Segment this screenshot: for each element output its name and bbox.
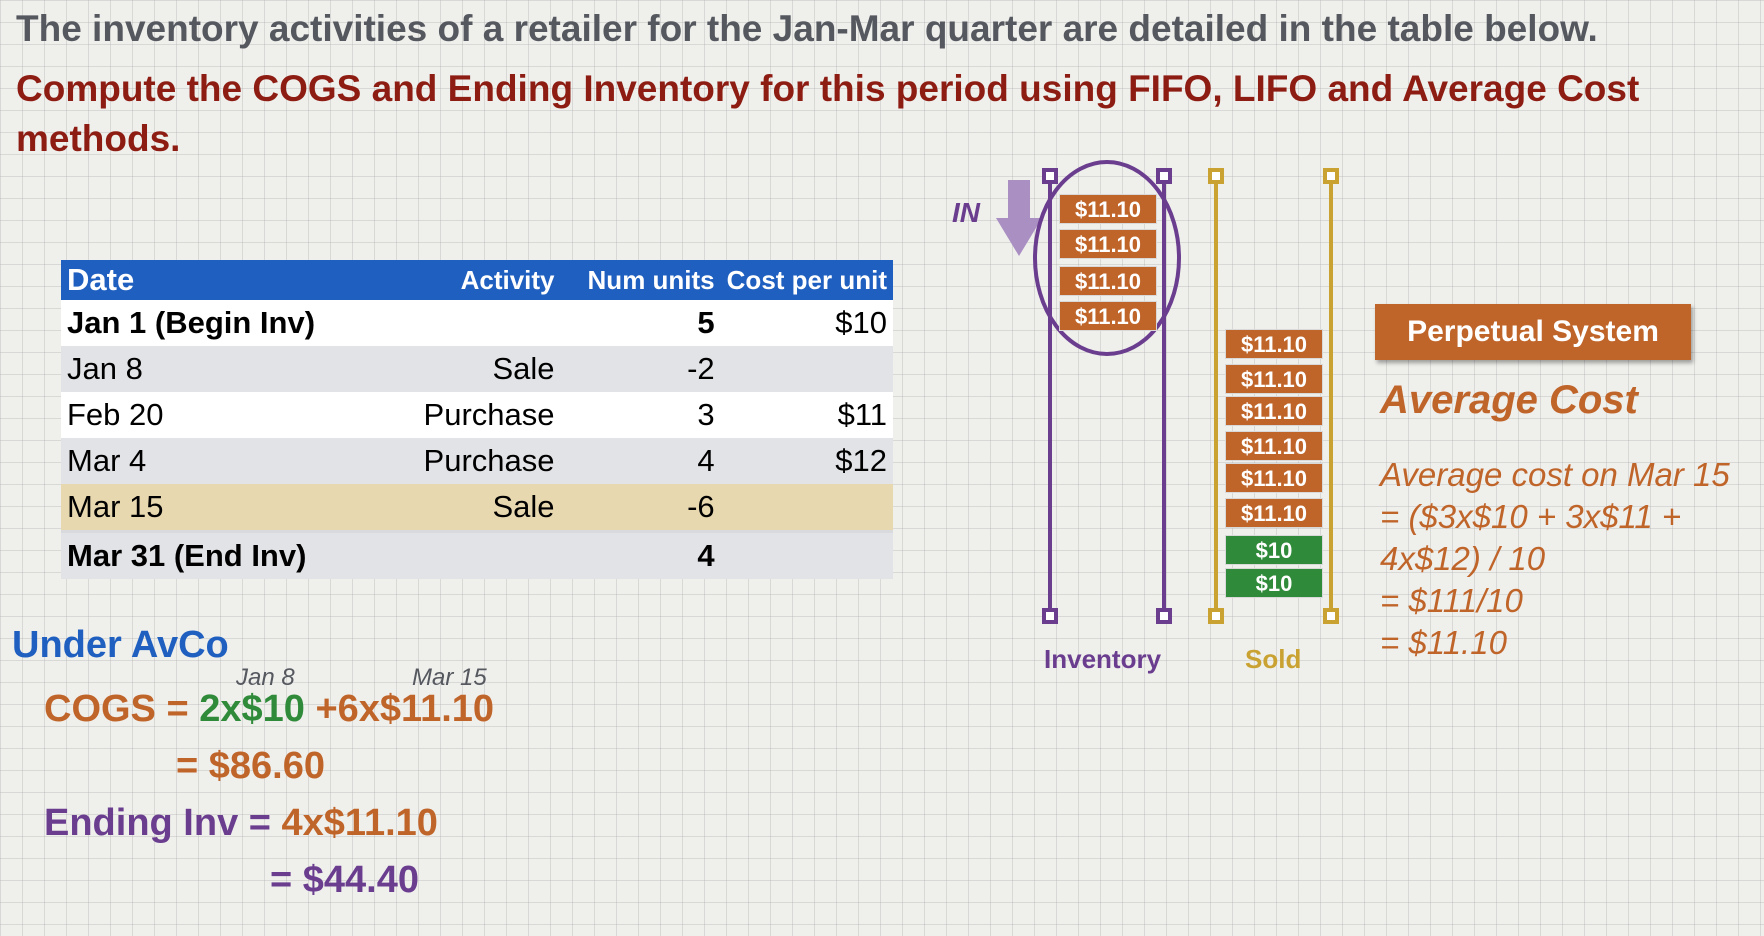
ending-inv-label: Ending Inv =	[44, 802, 271, 844]
cell-date: Jan 1 (Begin Inv)	[61, 300, 348, 346]
cell-cost	[720, 346, 893, 392]
cell-activity: Sale	[347, 346, 561, 392]
sold-container	[1208, 168, 1339, 624]
headline: The inventory activities of a retailer f…	[16, 8, 1598, 49]
sold-block: $11.10	[1225, 396, 1323, 426]
table-row: Mar 4 Purchase 4 $12	[61, 438, 893, 484]
cell-units: -6	[560, 484, 721, 532]
cell-activity: Purchase	[347, 392, 561, 438]
cogs-label: COGS =	[44, 688, 189, 730]
cell-units: 4	[560, 530, 721, 579]
cogs-term-mar15: 6x$11.10	[337, 688, 495, 730]
cell-cost	[720, 484, 893, 532]
cell-activity	[347, 300, 561, 346]
cogs-formula: COGS = 2x$10 +6x$11.10	[44, 688, 494, 731]
calc-line: 4x$12) / 10	[1380, 540, 1546, 577]
inventory-label: Inventory	[1044, 644, 1162, 674]
cell-cost: $11	[720, 392, 893, 438]
calc-line: = ($3x$10 + 3x$11 +	[1380, 498, 1682, 535]
jan8-note: Jan 8	[236, 664, 295, 691]
mar15-note: Mar 15	[412, 664, 487, 691]
ending-inv-formula: Ending Inv = 4x$11.10	[44, 802, 438, 845]
header-date: Date	[61, 260, 348, 300]
in-label: IN	[952, 197, 980, 228]
cell-units: -2	[560, 346, 721, 392]
header-num-units: Num units	[560, 260, 721, 300]
method-title: Average Cost	[1380, 378, 1638, 422]
perpetual-system-badge: Perpetual System	[1375, 304, 1691, 360]
avco-title: Under AvCo	[12, 624, 229, 666]
cell-date: Mar 15	[61, 484, 348, 532]
sold-block: $11.10	[1225, 498, 1323, 528]
table-row: Feb 20 Purchase 3 $11	[61, 392, 893, 438]
cogs-term-jan8: 2x$10	[199, 688, 305, 730]
in-arrow-icon	[996, 180, 1042, 256]
cell-activity	[347, 530, 561, 579]
header-activity: Activity	[347, 260, 561, 300]
table-row: Mar 31 (End Inv) 4	[61, 530, 893, 579]
sold-block: $11.10	[1225, 364, 1323, 394]
cogs-result: = $86.60	[176, 745, 325, 787]
cell-date: Mar 4	[61, 438, 348, 484]
table-row: Jan 8 Sale -2	[61, 346, 893, 392]
cell-date: Jan 8	[61, 346, 348, 392]
sold-block: $11.10	[1225, 431, 1323, 461]
ending-inv-result: = $44.40	[270, 859, 419, 901]
table-header-row: Date Activity Num units Cost per unit	[61, 260, 893, 300]
cell-activity: Sale	[347, 484, 561, 532]
sold-label: Sold	[1245, 644, 1302, 674]
cell-activity: Purchase	[347, 438, 561, 484]
sold-block: $11.10	[1225, 329, 1323, 359]
cell-cost: $10	[720, 300, 893, 346]
inventory-block: $11.10	[1059, 301, 1157, 331]
cogs-plus: +	[315, 688, 338, 730]
inventory-container	[1042, 168, 1172, 624]
task-instruction: Compute the COGS and Ending Inventory fo…	[16, 68, 1640, 159]
sold-block: $10	[1225, 568, 1323, 598]
cell-date: Mar 31 (End Inv)	[61, 530, 348, 579]
cell-cost	[720, 530, 893, 579]
sold-block: $11.10	[1225, 463, 1323, 493]
inventory-block: $11.10	[1059, 194, 1157, 224]
ending-inv-term: 4x$11.10	[281, 802, 438, 844]
average-cost-calculation: Average cost on Mar 15 = ($3x$10 + 3x$11…	[1380, 454, 1730, 664]
cell-units: 5	[560, 300, 721, 346]
calc-line: = $111/10	[1380, 582, 1523, 619]
table-row: Jan 1 (Begin Inv) 5 $10	[61, 300, 893, 346]
inventory-block: $11.10	[1059, 229, 1157, 259]
table-row-highlighted: Mar 15 Sale -6	[61, 484, 893, 532]
cell-units: 3	[560, 392, 721, 438]
calc-line: Average cost on Mar 15	[1380, 456, 1730, 493]
inventory-block: $11.10	[1059, 266, 1157, 296]
cell-units: 4	[560, 438, 721, 484]
calc-line: = $11.10	[1380, 624, 1507, 661]
cell-cost: $12	[720, 438, 893, 484]
inventory-table: Date Activity Num units Cost per unit Ja…	[61, 260, 893, 579]
highlight-ellipse	[1033, 160, 1181, 356]
sold-block: $10	[1225, 535, 1323, 565]
cell-date: Feb 20	[61, 392, 348, 438]
header-cost-per-unit: Cost per unit	[720, 260, 893, 300]
